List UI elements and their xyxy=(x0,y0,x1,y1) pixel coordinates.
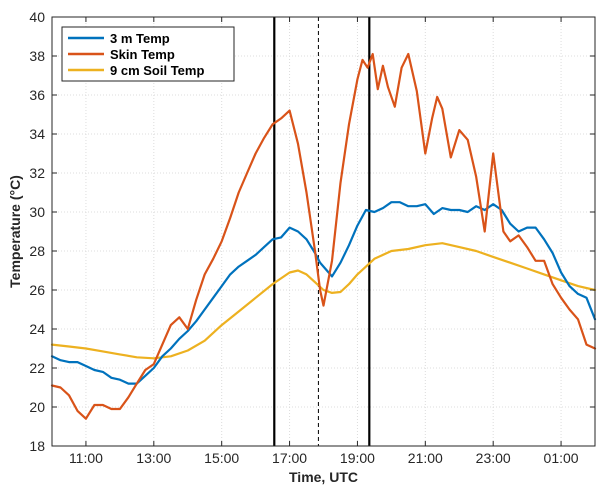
plot-area-frame xyxy=(51,16,596,447)
series-line-3-m-temp xyxy=(50,201,597,385)
legend-label-skin-temp: Skin Temp xyxy=(110,47,175,62)
y-tick-label: 38 xyxy=(29,48,45,64)
y-tick-label: 22 xyxy=(29,360,45,376)
legend-label-soil-temp: 9 cm Soil Temp xyxy=(110,63,204,78)
y-tick-label: 20 xyxy=(29,399,45,415)
y-tick-label: 32 xyxy=(29,165,45,181)
x-tick-label: 17:00 xyxy=(272,450,307,466)
series-line-9-cm-soil-temp xyxy=(50,242,597,360)
y-axis-title: Temperature (°C) xyxy=(7,175,23,288)
series-line-skin-temp xyxy=(50,52,597,420)
legend-label-3m-temp: 3 m Temp xyxy=(110,31,170,46)
legend: 3 m Temp Skin Temp 9 cm Soil Temp xyxy=(61,26,235,82)
y-tick-label: 40 xyxy=(29,9,45,25)
x-tick-label: 19:00 xyxy=(340,450,375,466)
y-tick-label: 24 xyxy=(29,321,45,337)
x-tick-label: 13:00 xyxy=(136,450,171,466)
y-tick-label: 28 xyxy=(29,243,45,259)
x-tick-label: 01:00 xyxy=(544,450,579,466)
y-tick-label: 30 xyxy=(29,204,45,220)
x-tick-label: 15:00 xyxy=(204,450,239,466)
series-lines xyxy=(50,52,597,420)
x-axis-title: Time, UTC xyxy=(289,469,358,485)
y-tick-label: 18 xyxy=(29,438,45,454)
x-tick-label: 11:00 xyxy=(69,450,103,466)
axis-ticks: 11:00 13:00 15:00 17:00 19:00 21:00 23:00 01:00… xyxy=(29,9,595,466)
y-tick-label: 36 xyxy=(29,87,45,103)
event-markers xyxy=(273,17,371,446)
x-tick-label: 23:00 xyxy=(476,450,511,466)
y-tick-label: 26 xyxy=(29,282,45,298)
y-tick-label: 34 xyxy=(29,126,45,142)
x-tick-label: 21:00 xyxy=(408,450,443,466)
grid-lines xyxy=(52,16,595,447)
